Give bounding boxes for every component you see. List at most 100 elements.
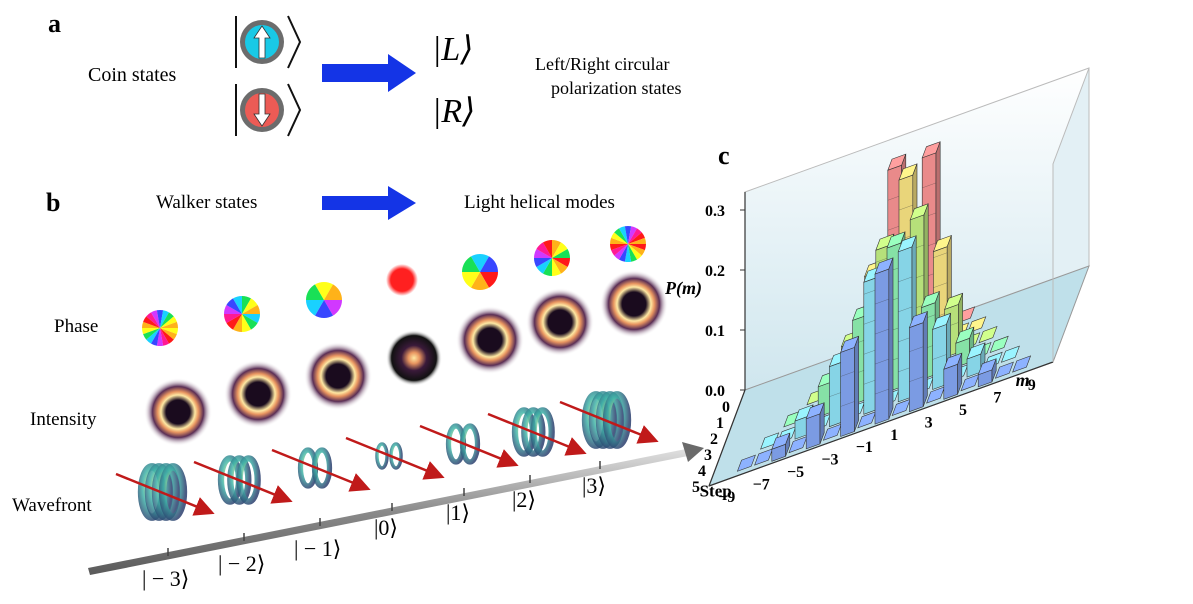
p-axis-tick-label: 0.2 <box>705 263 725 280</box>
wavefront-helix-icon <box>217 455 261 505</box>
phase-pattern-icon <box>386 264 418 296</box>
mode-column <box>271 282 372 526</box>
p-axis-tick-label: 0.3 <box>705 203 725 220</box>
p-axis-tick-label: 0.1 <box>705 323 725 340</box>
step-axis-tick-label: 3 <box>704 447 712 464</box>
walker-states-label: Walker states <box>156 192 257 213</box>
step-axis-label: Step <box>700 481 732 500</box>
mode-column <box>345 264 445 511</box>
bar-3d <box>943 352 963 400</box>
step-axis-tick-label: 0 <box>722 399 730 416</box>
bar-3d <box>926 386 946 404</box>
bar-3d <box>908 310 928 413</box>
basis-state-label: |1⟩ <box>446 500 470 525</box>
intensity-pattern-icon <box>144 378 212 446</box>
bar-3d <box>960 373 980 392</box>
row-label-wavefront: Wavefront <box>12 495 92 516</box>
polarization-label-line2: polarization states <box>551 78 681 98</box>
propagation-arrow <box>487 412 587 456</box>
step-axis-tick-label: 4 <box>698 463 706 480</box>
phase-pattern-icon <box>142 310 178 346</box>
spin-down-coin-icon <box>240 88 284 132</box>
bar-3d <box>1000 345 1020 363</box>
intensity-pattern-icon <box>304 342 372 410</box>
m-axis-tick-label: −9 <box>718 489 735 506</box>
m-axis-tick-label: 5 <box>959 402 967 419</box>
m-axis-tick-label: −7 <box>753 476 770 493</box>
panel-c-letter: c <box>718 141 730 170</box>
phase-pattern-icon <box>610 226 646 262</box>
basis-state-label: |3⟩ <box>582 473 606 498</box>
coin-mapping-arrow <box>322 54 416 92</box>
row-label-phase: Phase <box>54 316 98 337</box>
helical-modes-label: Light helical modes <box>464 192 615 213</box>
m-axis-tick-label: 1 <box>890 427 898 444</box>
walker-mapping-arrow <box>322 186 416 220</box>
bar-3d <box>994 361 1014 379</box>
bar-3d <box>736 454 756 472</box>
polarization-label-line1: Left/Right circular <box>535 54 669 74</box>
basis-state-label: |0⟩ <box>374 515 398 540</box>
m-axis-tick-label: 3 <box>925 414 933 431</box>
bar-3d <box>874 257 894 425</box>
row-label-intensity: Intensity <box>30 409 97 430</box>
basis-state-label: |2⟩ <box>512 487 536 512</box>
mode-column <box>115 310 215 556</box>
intensity-pattern-icon <box>456 306 524 374</box>
propagation-axis <box>88 442 704 575</box>
phase-pattern-icon <box>462 253 498 290</box>
panel-a-letter: a <box>48 9 61 38</box>
propagation-arrow <box>193 460 293 504</box>
m-axis-tick-label: −1 <box>856 439 873 456</box>
intensity-pattern-icon <box>526 288 594 356</box>
bar-3d <box>822 423 842 441</box>
panel-b-letter: b <box>46 188 60 217</box>
step-axis-tick-label: 1 <box>716 415 724 432</box>
phase-pattern-icon <box>224 296 260 332</box>
mode-column <box>193 296 293 541</box>
bar-3d <box>840 335 860 437</box>
spin-up-coin-icon <box>240 20 284 64</box>
bar-3d <box>978 325 998 344</box>
propagation-arrow <box>419 424 519 468</box>
mode-column <box>487 240 594 483</box>
ket-R: |R⟩ <box>432 93 475 130</box>
m-axis <box>708 361 1054 487</box>
m-axis-tick-label: 7 <box>993 390 1001 407</box>
m-axis-tick-label: 9 <box>1028 377 1036 394</box>
propagation-arrow <box>345 436 445 480</box>
phase-pattern-icon <box>306 282 342 319</box>
step-axis <box>708 389 746 487</box>
spin-down-coin-ket <box>235 83 302 137</box>
intensity-pattern-icon <box>600 270 668 338</box>
m-axis-tick-label: −5 <box>787 464 804 481</box>
bar-3d <box>891 398 911 417</box>
propagation-arrow <box>271 448 371 492</box>
wavefront-helix-icon <box>581 391 632 449</box>
spin-up-coin-ket <box>235 15 302 69</box>
intensity-pattern-icon <box>224 360 292 428</box>
basis-state-label: | − 2⟩ <box>218 551 265 576</box>
m-axis-tick-label: −3 <box>821 452 838 469</box>
coin-states-label: Coin states <box>88 64 177 86</box>
basis-state-label: | − 1⟩ <box>294 536 341 561</box>
ket-L: |L⟩ <box>432 31 474 68</box>
phase-pattern-icon <box>534 240 570 276</box>
step-axis-tick-label: 5 <box>692 479 700 496</box>
mode-column <box>559 226 668 469</box>
bar-3d <box>857 411 877 429</box>
propagation-arrow <box>115 472 215 516</box>
bar-3d <box>977 358 997 388</box>
bar-3d <box>989 335 1009 354</box>
bar-3d <box>1012 355 1032 373</box>
bar-3d <box>771 432 791 462</box>
p-axis-tick-label: 0.0 <box>705 383 725 400</box>
bar-3d <box>754 448 774 466</box>
propagation-arrow <box>559 400 659 444</box>
mode-column <box>419 253 524 496</box>
bar-3d <box>788 435 808 454</box>
bar-3d <box>805 402 825 450</box>
intensity-pattern-icon <box>386 330 442 386</box>
